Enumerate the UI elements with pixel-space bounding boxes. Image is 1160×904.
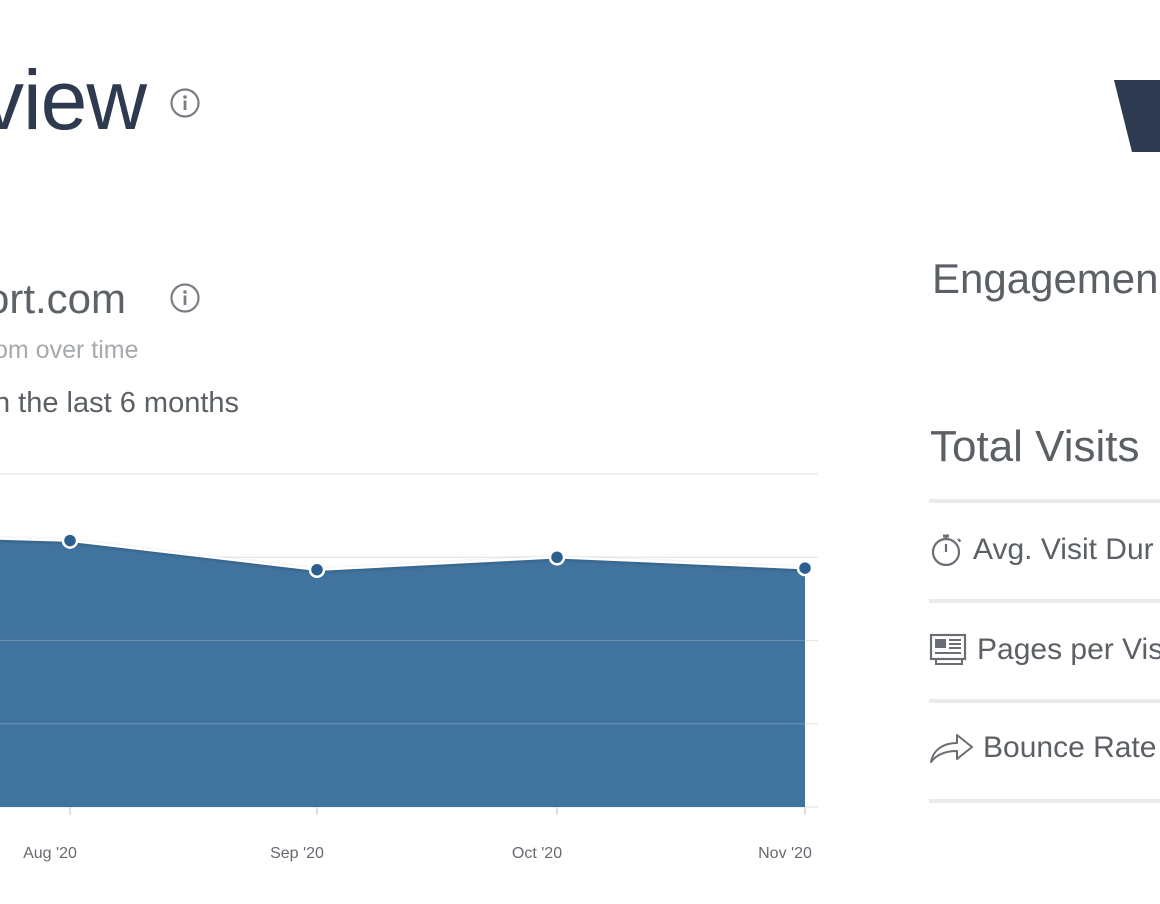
divider [929, 599, 1160, 603]
data-point [796, 559, 814, 577]
page-title: view [0, 53, 147, 147]
share-arrow-icon [930, 734, 973, 763]
section-title: ort.com [0, 275, 127, 322]
pages-icon [929, 633, 967, 665]
traffic-area-chart: Aug '20 Sep '20 Oct '20 Nov '20 [0, 473, 818, 862]
metric-label: Pages per Vis [977, 633, 1160, 666]
metric-pages-per-visit: Pages per Vis [929, 620, 1160, 680]
x-tick-label: Sep '20 [270, 845, 324, 862]
data-point [308, 561, 326, 578]
data-point [61, 532, 79, 549]
header-badge [1114, 80, 1160, 152]
section-note: n the last 6 months [0, 387, 240, 419]
section-info-icon[interactable] [170, 283, 200, 313]
x-tick-label: Aug '20 [23, 845, 77, 862]
divider [929, 699, 1160, 703]
engagement-title: Engagemen [932, 255, 1159, 302]
x-tick-label: Nov '20 [758, 845, 812, 862]
metric-label: Avg. Visit Dur [973, 533, 1154, 566]
stopwatch-icon [931, 534, 962, 567]
metric-bounce-rate: Bounce Rate [929, 718, 1156, 778]
data-point [548, 549, 566, 566]
info-icon[interactable] [170, 88, 200, 118]
divider [929, 499, 1160, 503]
divider [929, 799, 1160, 803]
section-subtitle: om over time [0, 336, 139, 364]
total-visits-label: Total Visits [930, 422, 1140, 471]
metric-label: Bounce Rate [983, 731, 1157, 764]
metric-avg-visit-duration: Avg. Visit Dur [929, 520, 1154, 580]
area-series [0, 538, 805, 807]
x-tick-label: Oct '20 [512, 845, 562, 862]
